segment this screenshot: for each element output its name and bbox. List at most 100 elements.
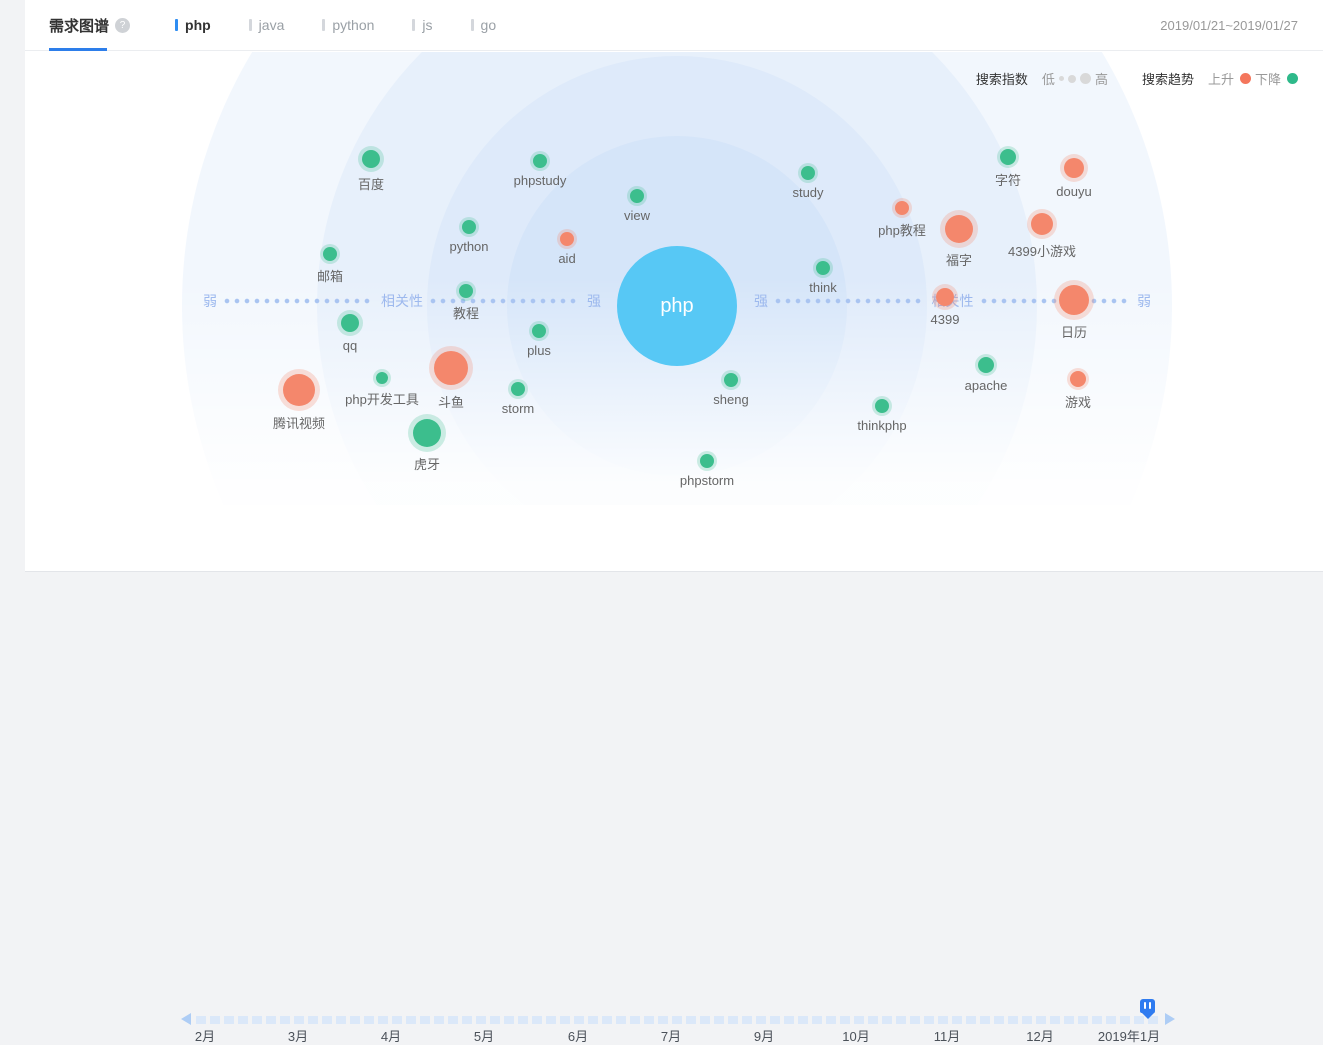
keyword-bubble-虎牙[interactable]: [413, 419, 441, 447]
axis-relevance-label: 相关性: [381, 293, 423, 309]
keyword-bubble-label: qq: [342, 338, 358, 353]
keyword-bubble-label: douyu: [1056, 184, 1092, 199]
tab-marker: [322, 19, 326, 31]
keyword-bubble-百度[interactable]: [362, 150, 380, 168]
help-icon[interactable]: ?: [115, 17, 131, 33]
keyword-bubble-斗鱼[interactable]: [434, 351, 468, 385]
size-dot-large-icon: [1079, 73, 1091, 84]
keyword-bubble-label: view: [623, 208, 651, 223]
keyword-bubble-aid[interactable]: [560, 232, 574, 246]
timeline-next-arrow-icon[interactable]: [1165, 1013, 1175, 1025]
tab-marker: [175, 19, 179, 31]
trend-down-dot-icon: [1287, 73, 1298, 84]
timeline-month-3月: 3月: [287, 1029, 309, 1044]
tab-label: js: [422, 17, 433, 33]
tab-js[interactable]: js: [412, 17, 433, 33]
keyword-bubble-study[interactable]: [801, 166, 815, 180]
keyword-bubble-label: 斗鱼: [437, 395, 465, 410]
size-dot-small-icon: [1058, 76, 1064, 81]
date-range: 2019/01/21~2019/01/27: [1160, 18, 1298, 33]
tab-label: java: [258, 17, 285, 33]
page-title: 需求图谱: [49, 17, 110, 35]
timeline-month-11月: 11月: [933, 1029, 961, 1044]
keyword-bubble-label: sheng: [713, 392, 749, 407]
keyword-bubble-福字[interactable]: [945, 215, 973, 243]
keyword-bubble-label: 虎牙: [413, 457, 441, 472]
timeline-month-2019年1月: 2019年1月: [1097, 1029, 1161, 1044]
axis-weak-label: 弱: [1137, 293, 1151, 309]
tab-marker: [412, 19, 416, 31]
keyword-bubble-日历[interactable]: [1059, 285, 1089, 315]
keyword-bubble-4399小游戏[interactable]: [1031, 213, 1053, 235]
keyword-bubble-label: 字符: [994, 173, 1022, 188]
timeline-month-6月: 6月: [567, 1029, 589, 1044]
keyword-bubble-游戏[interactable]: [1070, 371, 1086, 387]
keyword-bubble-phpstorm[interactable]: [700, 454, 714, 468]
title-wrap: 需求图谱 ?: [49, 0, 131, 51]
keyword-bubble-label: 百度: [357, 177, 385, 192]
relevance-axis-left: 弱 相关性 强: [203, 293, 601, 309]
keyword-bubble-php教程[interactable]: [895, 201, 909, 215]
axis-dotted-line: [775, 298, 925, 304]
relevance-rings-backdrop: [25, 52, 1323, 505]
keyword-bubble-view[interactable]: [630, 189, 644, 203]
axis-strong-label: 强: [754, 293, 768, 309]
tab-marker: [248, 19, 252, 31]
timeline-month-9月: 9月: [753, 1029, 775, 1044]
timeline-month-4月: 4月: [380, 1029, 402, 1044]
timeline-month-10月: 10月: [842, 1029, 870, 1044]
keyword-bubble-label: python: [449, 239, 489, 254]
bubble-layer: php 百度 phpstudy view study 字符 douyu php教程 福字 439…: [25, 0, 1323, 571]
keyword-bubble-label: aid: [558, 251, 576, 266]
keyword-bubble-thinkphp[interactable]: [875, 399, 889, 413]
timeline: 2月 3月 4月 5月 6月 7月 9月 10月 11月 12月 2019年1月: [25, 499, 1323, 1044]
legend-up-label: 上升: [1207, 72, 1234, 87]
legend-high-label: 高: [1094, 72, 1108, 87]
keyword-bubble-label: php开发工具: [345, 392, 419, 407]
keyword-bubble-douyu[interactable]: [1064, 158, 1084, 178]
demand-graph-panel: 需求图谱 ? php java python js go 2019/01/21~2019…: [25, 0, 1323, 1044]
tab-python[interactable]: python: [322, 17, 374, 33]
keyword-bubble-邮箱[interactable]: [323, 247, 337, 261]
timeline-prev-arrow-icon[interactable]: [181, 1013, 191, 1025]
axis-dotted-line: [430, 298, 580, 304]
tab-label: php: [185, 17, 211, 33]
axis-weak-label: 弱: [203, 293, 217, 309]
title-active-underline: [49, 48, 107, 51]
keyword-bubble-label: 邮箱: [316, 269, 344, 284]
keyword-bubble-php开发工具[interactable]: [376, 372, 388, 384]
keyword-bubble-label: phpstorm: [679, 473, 735, 488]
keyword-bubble-label: apache: [964, 378, 1008, 393]
tab-marker: [470, 19, 474, 31]
legend-trend-label: 搜索趋势: [1141, 72, 1194, 87]
keyword-bubble-storm[interactable]: [511, 382, 525, 396]
timeline-track[interactable]: [196, 1016, 1159, 1024]
keyword-bubble-label: 日历: [1060, 325, 1088, 340]
tab-php[interactable]: php: [175, 17, 211, 33]
keyword-bubble-plus[interactable]: [532, 324, 546, 338]
keyword-bubble-phpstudy[interactable]: [533, 154, 547, 168]
legend: 搜索指数 低 高 搜索趋势 上升 下降: [976, 69, 1298, 88]
keyword-bubble-label: 游戏: [1064, 395, 1092, 410]
keyword-bubble-label: thinkphp: [857, 418, 907, 433]
tab-java[interactable]: java: [248, 17, 285, 33]
keyword-bubble-apache[interactable]: [978, 357, 994, 373]
keyword-bubble-label: 腾讯视频: [272, 416, 326, 431]
timeline-slider-handle[interactable]: [1140, 999, 1155, 1019]
keyword-bubble-qq[interactable]: [341, 314, 359, 332]
tab-go[interactable]: go: [470, 17, 496, 33]
keyword-bubble-think[interactable]: [816, 261, 830, 275]
keyword-bubble-腾讯视频[interactable]: [283, 374, 315, 406]
center-keyword-bubble[interactable]: php: [617, 246, 737, 366]
keyword-bubble-label: 4399小游戏: [1008, 244, 1076, 259]
axis-dotted-line: [224, 298, 374, 304]
legend-index-label: 搜索指数: [975, 72, 1028, 87]
keyword-bubble-教程[interactable]: [459, 284, 473, 298]
keyword-bubble-python[interactable]: [462, 220, 476, 234]
keyword-bubble-label: study: [792, 185, 824, 200]
timeline-month-7月: 7月: [660, 1029, 682, 1044]
keyword-bubble-4399[interactable]: [936, 288, 954, 306]
keyword-bubble-sheng[interactable]: [724, 373, 738, 387]
keyword-bubble-label: php教程: [878, 223, 926, 238]
keyword-bubble-字符[interactable]: [1000, 149, 1016, 165]
